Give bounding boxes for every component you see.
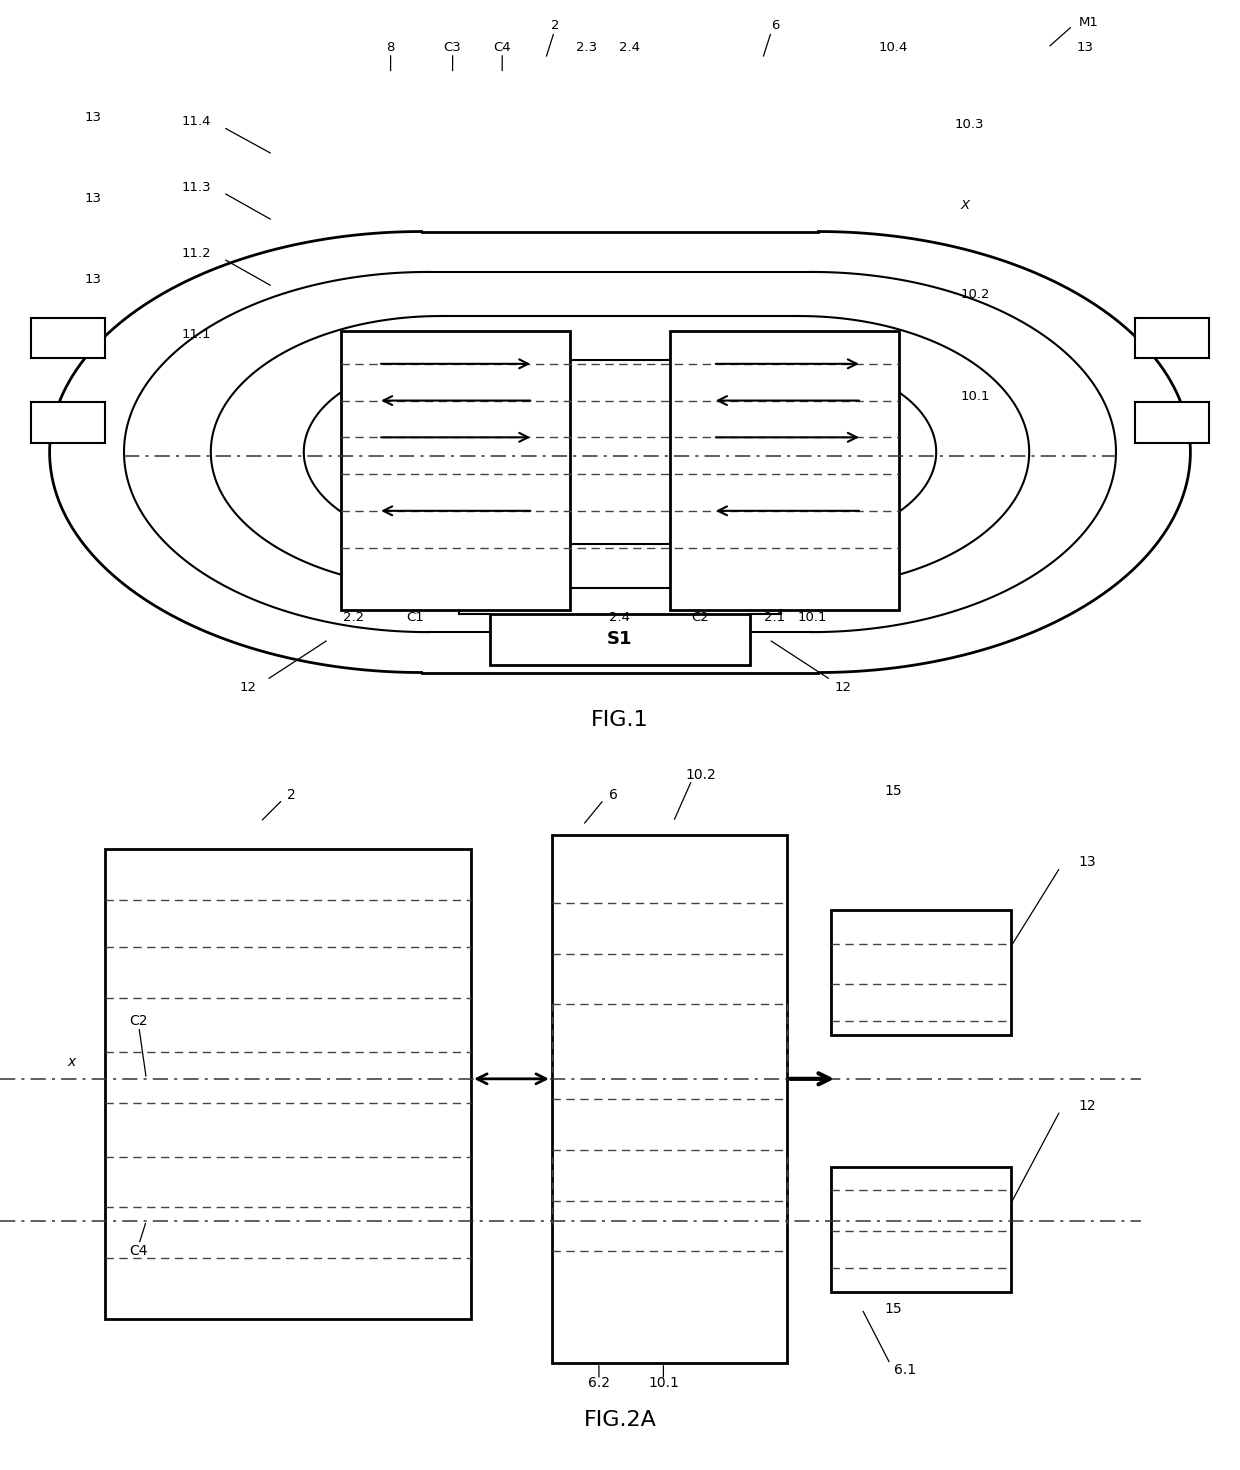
Text: 2.3: 2.3	[575, 41, 598, 54]
Text: 13: 13	[1076, 41, 1094, 54]
Text: S1: S1	[608, 631, 632, 648]
Text: 12: 12	[835, 681, 852, 694]
Text: 2.4: 2.4	[620, 41, 640, 54]
Text: 6.1: 6.1	[894, 1363, 916, 1376]
Bar	[552, 835, 787, 1363]
Text: C4: C4	[130, 1244, 148, 1258]
Text: 10.4: 10.4	[878, 41, 908, 54]
Bar	[31, 318, 105, 359]
Text: 13: 13	[84, 273, 102, 285]
Text: 10.1: 10.1	[961, 391, 991, 403]
Text: C3: C3	[444, 41, 461, 54]
Text: 11.4: 11.4	[181, 115, 211, 128]
Text: FIG.1: FIG.1	[591, 710, 649, 731]
Text: 2.1: 2.1	[764, 612, 786, 623]
Bar	[831, 1167, 1011, 1292]
Text: 11.2: 11.2	[181, 247, 211, 260]
Text: x: x	[68, 1055, 76, 1069]
Bar	[105, 850, 471, 1319]
Text: 12: 12	[1079, 1100, 1096, 1113]
Bar	[831, 910, 1011, 1035]
Bar	[1135, 403, 1209, 442]
Text: 15: 15	[884, 785, 901, 798]
Text: 13: 13	[1079, 856, 1096, 869]
Text: 6.2: 6.2	[588, 1376, 610, 1391]
Text: X: X	[961, 200, 970, 212]
Bar	[490, 614, 750, 666]
Text: 10.1: 10.1	[797, 612, 827, 623]
Text: 10.2: 10.2	[961, 288, 991, 300]
Text: 2: 2	[552, 19, 559, 32]
Text: C2: C2	[692, 612, 709, 623]
Text: C4: C4	[494, 41, 511, 54]
Text: M1: M1	[1079, 16, 1099, 28]
Text: 10.2: 10.2	[686, 767, 715, 782]
Text: 2.2: 2.2	[342, 612, 365, 623]
Text: 8: 8	[387, 41, 394, 54]
Bar	[1135, 318, 1209, 359]
Text: 15: 15	[884, 1302, 901, 1316]
Text: 13: 13	[84, 112, 102, 123]
Text: 6: 6	[609, 788, 619, 801]
Text: 2.4: 2.4	[610, 612, 630, 623]
Text: 10.3: 10.3	[955, 119, 985, 131]
Bar	[31, 403, 105, 442]
Text: 12: 12	[239, 681, 257, 694]
Bar	[670, 331, 899, 610]
Text: C2: C2	[130, 1014, 148, 1029]
Text: C1: C1	[407, 612, 424, 623]
Text: 6: 6	[771, 19, 779, 32]
Text: 11.3: 11.3	[181, 181, 211, 194]
Text: 10.1: 10.1	[649, 1376, 678, 1391]
Text: 2: 2	[286, 788, 296, 801]
Bar	[341, 331, 570, 610]
Text: FIG.2A: FIG.2A	[584, 1410, 656, 1430]
Text: 13: 13	[84, 193, 102, 204]
Text: 11.1: 11.1	[181, 328, 211, 341]
